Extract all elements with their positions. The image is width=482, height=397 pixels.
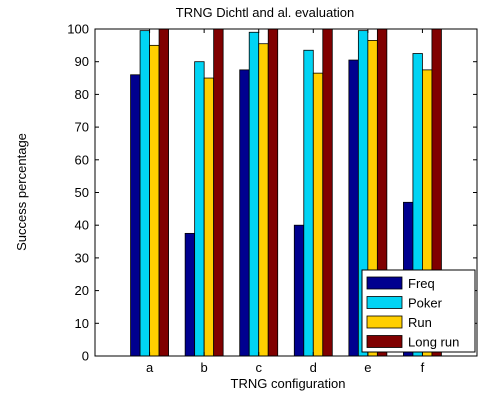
- legend-label-long-run: Long run: [408, 335, 459, 350]
- y-tick-label: 90: [75, 54, 89, 69]
- x-axis-title: TRNG configuration: [231, 376, 346, 391]
- bar-d-poker: [303, 49, 314, 357]
- y-tick-label: 20: [75, 283, 89, 298]
- bar-c-freq: [239, 69, 250, 357]
- bar-b-freq: [184, 232, 196, 357]
- x-tick-label: f: [421, 360, 425, 375]
- x-tick-label: c: [255, 360, 262, 375]
- x-tick-label: d: [310, 360, 317, 375]
- y-tick-label: 60: [75, 152, 89, 167]
- bar-c-poker: [248, 31, 260, 357]
- y-tick-label: 30: [75, 250, 89, 265]
- y-axis-title: Success percentage: [14, 133, 29, 251]
- bar-c-run: [258, 43, 269, 357]
- y-tick-label: 40: [75, 218, 89, 233]
- bar-b-run: [203, 77, 215, 357]
- y-tick-label: 70: [75, 120, 89, 135]
- bar-a-long-run: [158, 28, 169, 357]
- x-axis-ticks: a b c d e f: [146, 29, 425, 375]
- bar-d-run: [312, 72, 324, 357]
- legend-swatch-poker: [366, 296, 403, 309]
- y-tick-label: 10: [75, 316, 89, 331]
- legend: Freq Poker Run Long run: [361, 269, 476, 353]
- bar-d-freq: [293, 224, 305, 357]
- chart-title: TRNG Dichtl and al. evaluation: [176, 5, 354, 20]
- x-tick-label: b: [201, 360, 208, 375]
- bar-b-poker: [194, 61, 205, 357]
- bar-d-long-run: [322, 28, 333, 357]
- x-tick-label: e: [364, 360, 371, 375]
- bar-a-freq: [130, 74, 141, 357]
- legend-swatch-long-run: [366, 335, 403, 348]
- y-tick-label: 0: [82, 349, 89, 364]
- y-axis-ticks: 0 10 20 30 40 50 60 70 80 90 100: [67, 22, 477, 364]
- y-tick-label: 100: [67, 22, 89, 37]
- legend-swatch-freq: [366, 276, 403, 290]
- bar-c-long-run: [267, 28, 279, 357]
- bar-e-freq: [348, 59, 359, 357]
- bar-a-run: [149, 44, 160, 357]
- x-tick-label: a: [146, 360, 154, 375]
- legend-label-freq: Freq: [408, 276, 435, 291]
- legend-label-run: Run: [408, 315, 432, 330]
- bar-b-long-run: [213, 28, 224, 357]
- y-tick-label: 50: [75, 185, 89, 200]
- y-tick-label: 80: [75, 87, 89, 102]
- bar-a-poker: [139, 30, 150, 357]
- legend-swatch-run: [366, 315, 403, 329]
- legend-label-poker: Poker: [408, 296, 443, 311]
